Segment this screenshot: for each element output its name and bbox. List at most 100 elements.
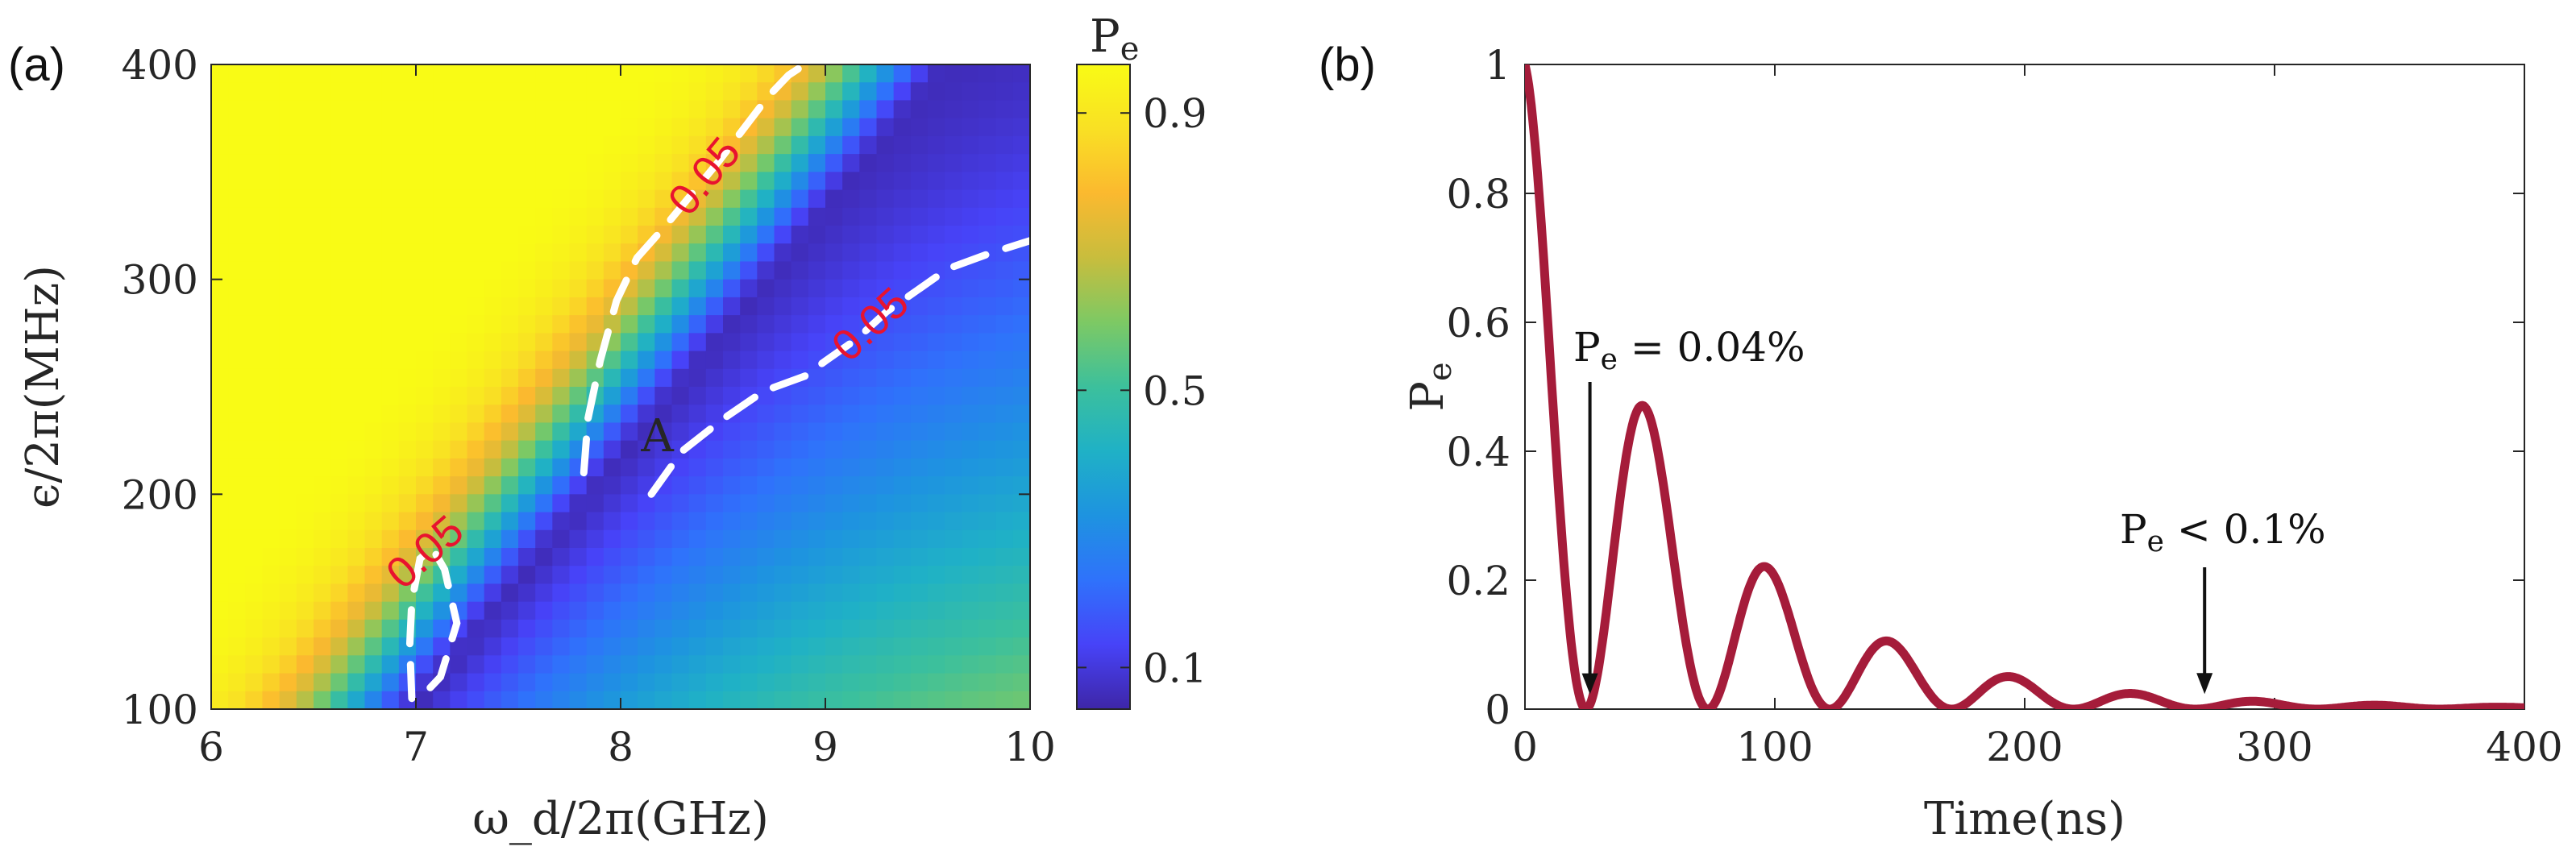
heatmap-cell — [774, 637, 792, 657]
heatmap-cell — [910, 226, 929, 245]
heatmap-cell — [245, 476, 264, 496]
heatmap-cell — [484, 655, 502, 674]
contour-line — [647, 237, 1030, 498]
heatmap-cell — [518, 333, 536, 352]
heatmap-cell — [757, 297, 775, 316]
heatmap-cell — [535, 297, 554, 316]
heatmap-cell — [569, 351, 588, 370]
heatmap-cell — [723, 387, 741, 406]
heatmap-cell — [603, 82, 621, 102]
heatmap-cell — [279, 637, 297, 657]
heatmap-cell — [825, 207, 843, 226]
heatmap-cell — [978, 154, 997, 173]
heatmap-cell — [381, 82, 400, 102]
heatmap-cell — [791, 422, 809, 442]
heatmap-cell — [928, 494, 945, 513]
heatmap-cell — [603, 351, 621, 370]
x-axis-label-a: ω_d/2π(GHz) — [472, 793, 769, 845]
heatmap-cell — [928, 655, 945, 674]
heatmap-cell — [1012, 655, 1030, 674]
heatmap-cell — [928, 135, 945, 155]
heatmap-cell — [586, 422, 605, 442]
heatmap-cell — [945, 529, 963, 549]
heatmap-cell — [638, 118, 656, 137]
y-tick-label: 1 — [1485, 42, 1510, 89]
heatmap-cell — [586, 261, 605, 280]
heatmap-cell — [501, 637, 519, 657]
heatmap-cell — [364, 154, 383, 173]
heatmap-cell — [245, 566, 264, 585]
heatmap-cell — [450, 100, 468, 119]
heatmap-cell — [586, 315, 605, 334]
heatmap-cell — [347, 422, 366, 442]
heatmap-cell — [808, 387, 826, 406]
heatmap-cell — [995, 422, 1014, 442]
heatmap-cell — [842, 189, 861, 209]
heatmap-cell — [825, 261, 843, 280]
heatmap-cell — [978, 315, 997, 334]
heatmap-cell — [757, 548, 775, 567]
heatmap-cell — [928, 673, 945, 692]
heatmap-cell — [211, 315, 229, 334]
heatmap-cell — [1012, 82, 1030, 102]
heatmap-cell — [245, 601, 264, 620]
heatmap-cell — [347, 529, 366, 549]
heatmap-cell — [910, 476, 929, 496]
heatmap-cell — [962, 548, 980, 567]
heatmap-cell — [552, 405, 571, 424]
heatmap-cell — [893, 476, 912, 496]
heatmap-cell — [774, 172, 792, 191]
heatmap-cell — [893, 315, 912, 334]
heatmap-cell — [228, 100, 247, 119]
heatmap-cell — [586, 243, 605, 263]
heatmap-cell — [842, 476, 861, 496]
heatmap-cell — [211, 297, 229, 316]
heatmap-cell — [842, 583, 861, 603]
heatmap-cell — [740, 315, 758, 334]
heatmap-cell — [586, 494, 605, 513]
heatmap-cell — [791, 566, 809, 585]
heatmap-cell — [945, 405, 963, 424]
heatmap-cell — [518, 261, 536, 280]
heatmap-cell — [705, 82, 724, 102]
heatmap-cell — [484, 440, 502, 459]
heatmap-cell — [876, 673, 895, 692]
heatmap-cell — [723, 619, 741, 638]
heatmap-cell — [518, 279, 536, 298]
heatmap-cell — [910, 387, 929, 406]
heatmap-cell — [688, 566, 707, 585]
heatmap-cell — [518, 172, 536, 191]
heatmap-cell — [364, 422, 383, 442]
heatmap-cell — [245, 100, 264, 119]
heatmap-cell — [962, 458, 980, 477]
heatmap-cell — [552, 368, 571, 388]
heatmap-cell — [211, 494, 229, 513]
heatmap-cell — [381, 619, 400, 638]
heatmap-cell — [450, 422, 468, 442]
heatmap-cell — [962, 440, 980, 459]
heatmap-cell — [774, 387, 792, 406]
heatmap-cell — [501, 655, 519, 674]
heatmap-cell — [364, 655, 383, 674]
heatmap-cell — [398, 512, 417, 531]
heatmap-cell — [621, 637, 638, 657]
heatmap-cell — [484, 82, 502, 102]
heatmap-cell — [535, 387, 554, 406]
heatmap-cell — [893, 619, 912, 638]
heatmap-cell — [791, 476, 809, 496]
heatmap-cell — [262, 100, 280, 119]
heatmap-cell — [928, 637, 945, 657]
heatmap-cell — [347, 226, 366, 245]
heatmap-cell — [330, 387, 349, 406]
heatmap-cell — [398, 243, 417, 263]
heatmap-cell — [621, 189, 638, 209]
heatmap-cell — [876, 619, 895, 638]
heatmap-cell — [808, 297, 826, 316]
heatmap-cell — [603, 583, 621, 603]
heatmap-cell — [791, 405, 809, 424]
heatmap-cell — [314, 261, 331, 280]
heatmap-cell — [467, 135, 485, 155]
heatmap-cell — [688, 135, 707, 155]
heatmap-cell — [893, 387, 912, 406]
heatmap-cells — [211, 64, 1030, 709]
